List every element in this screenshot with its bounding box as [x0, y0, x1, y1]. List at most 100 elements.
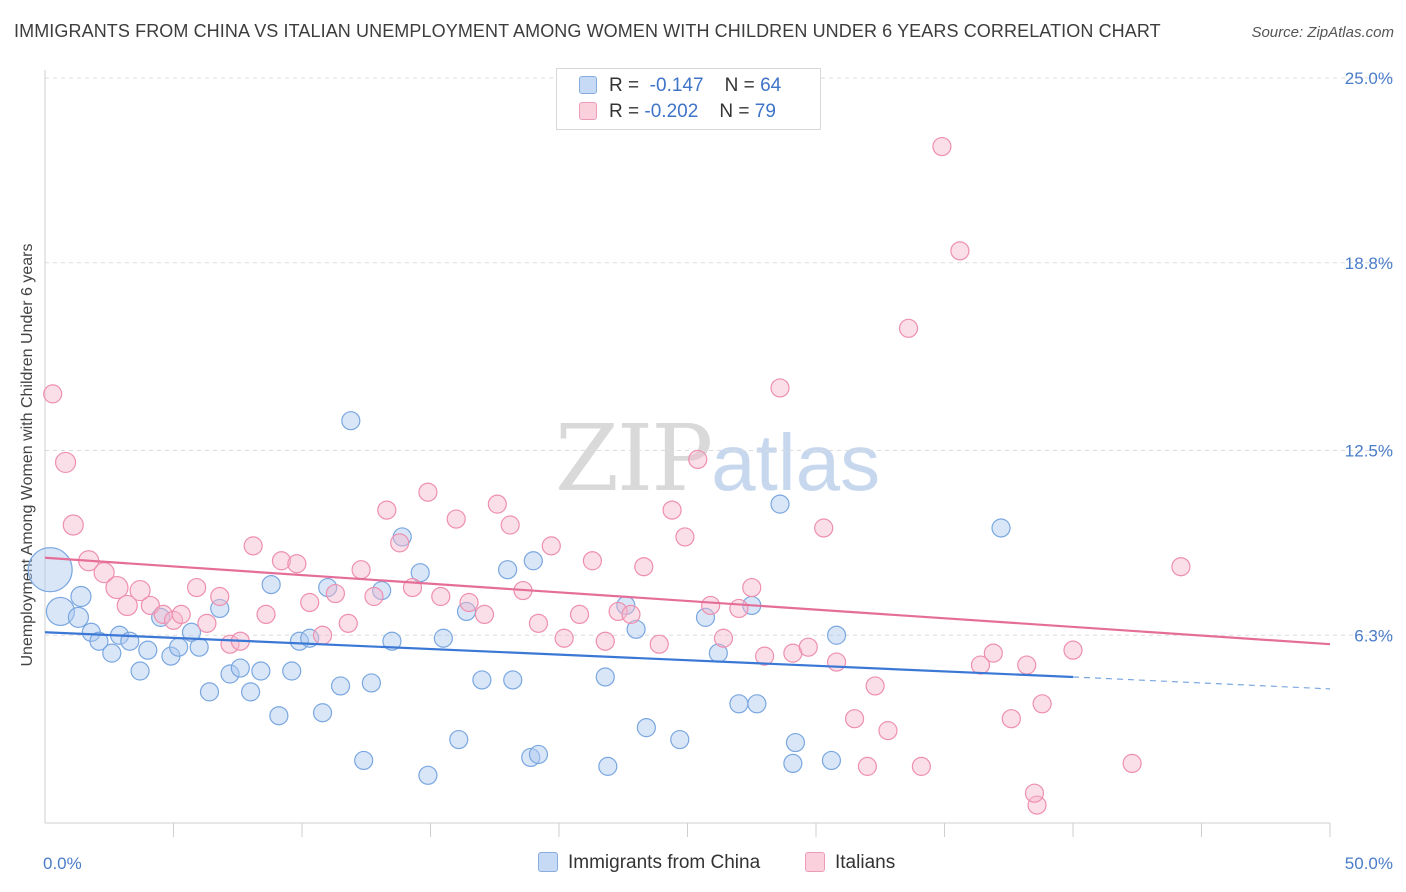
china-point: [269, 706, 289, 726]
china-point: [89, 631, 109, 651]
italians-point: [474, 604, 495, 625]
italians-point: [742, 577, 762, 598]
italians-point: [950, 241, 970, 261]
italians-point: [1017, 655, 1037, 675]
legend-row-italians: R = -0.202 N = 79: [579, 101, 776, 127]
italians-point: [459, 592, 479, 613]
china-point: [595, 667, 615, 687]
china-point: [598, 756, 618, 776]
italians-point: [287, 554, 307, 574]
italians-point: [857, 756, 878, 776]
china-point: [636, 718, 656, 738]
legend-r-label: R =: [609, 101, 640, 122]
italians-point: [129, 579, 151, 602]
china-point: [45, 596, 76, 627]
watermark-zip: ZIP: [555, 405, 713, 512]
italians-point: [798, 637, 818, 657]
china-point: [695, 607, 716, 627]
italians-point: [377, 500, 397, 520]
china-point: [821, 750, 842, 771]
legend-n-label: N =: [719, 101, 750, 122]
china-point: [341, 411, 361, 431]
italians-point: [1063, 640, 1083, 660]
china-point: [282, 661, 302, 681]
china-point: [770, 494, 790, 514]
series-legend-china: Immigrants from China: [538, 852, 760, 874]
italians-point: [754, 646, 775, 666]
china-point: [70, 585, 92, 608]
china-point: [230, 658, 250, 678]
china-point: [826, 625, 847, 645]
china-point: [318, 577, 338, 598]
italians-point: [1122, 753, 1142, 774]
italians-point: [595, 631, 615, 651]
china-point: [528, 744, 549, 765]
italians-point: [662, 500, 682, 520]
italians-point: [1032, 694, 1052, 714]
china-point: [670, 729, 690, 750]
china-point: [472, 670, 492, 690]
italians-point: [826, 652, 847, 672]
china-point: [251, 661, 271, 681]
italians-point: [446, 509, 466, 529]
italians-point: [487, 494, 507, 514]
italians-point: [898, 318, 919, 338]
tick-labels: 6.3% 12.5% 18.8% 25.0% 0.0% 50.0%: [43, 69, 1393, 873]
chart-title: IMMIGRANTS FROM CHINA VS ITALIAN UNEMPLO…: [14, 21, 1161, 41]
italians-point: [364, 586, 384, 607]
china-point: [220, 664, 240, 684]
legend-swatch-china: [579, 76, 597, 94]
china-trend-line: [44, 631, 1074, 679]
italians-point: [300, 592, 320, 613]
series-swatch-italians: [805, 852, 825, 872]
italians-point: [865, 676, 885, 696]
italians-point: [43, 384, 63, 404]
data-points: [27, 136, 1191, 815]
x-tick-label: 0.0%: [43, 854, 82, 873]
italians-point: [418, 482, 438, 502]
italians-point: [1027, 795, 1047, 815]
italians-point: [338, 613, 358, 633]
china-point: [626, 619, 646, 639]
italians-point: [675, 527, 695, 547]
china-point: [27, 547, 73, 593]
china-point: [181, 622, 202, 642]
italians-point: [911, 756, 931, 776]
china-trend-extension: [1072, 676, 1331, 690]
italians-point: [197, 613, 217, 633]
series-label-china: Immigrants from China: [568, 852, 761, 873]
italians-point: [814, 518, 834, 538]
italians-point: [878, 721, 898, 741]
china-point: [382, 631, 402, 651]
china-point: [783, 753, 803, 774]
italians-point: [770, 378, 790, 398]
china-point: [241, 682, 261, 702]
italians-point: [688, 449, 708, 470]
china-point: [498, 560, 518, 580]
italians-point: [634, 557, 654, 577]
italians-point: [171, 604, 191, 625]
italians-point: [554, 628, 574, 648]
china-point: [189, 637, 209, 657]
china-point: [199, 682, 220, 702]
legend-r-label: R =: [609, 75, 640, 96]
italians-point: [582, 551, 603, 571]
china-point: [138, 640, 158, 660]
series-swatch-china: [538, 852, 558, 872]
watermark-atlas: atlas: [711, 418, 881, 507]
china-point: [130, 661, 150, 681]
italians-point: [312, 625, 333, 645]
legend-row-china: R = -0.147 N = 64: [579, 75, 781, 101]
legend-swatch-italians: [579, 102, 597, 120]
italians-point: [983, 643, 1003, 663]
chart-source: Source: ZipAtlas.com: [1251, 24, 1394, 41]
italians-point: [243, 536, 263, 556]
italians-point: [105, 575, 129, 600]
china-point: [330, 676, 351, 696]
italians-point: [351, 560, 371, 580]
china-point: [785, 732, 806, 753]
italians-point: [210, 586, 230, 607]
italians-point: [1001, 709, 1021, 729]
italians-point: [729, 598, 749, 619]
